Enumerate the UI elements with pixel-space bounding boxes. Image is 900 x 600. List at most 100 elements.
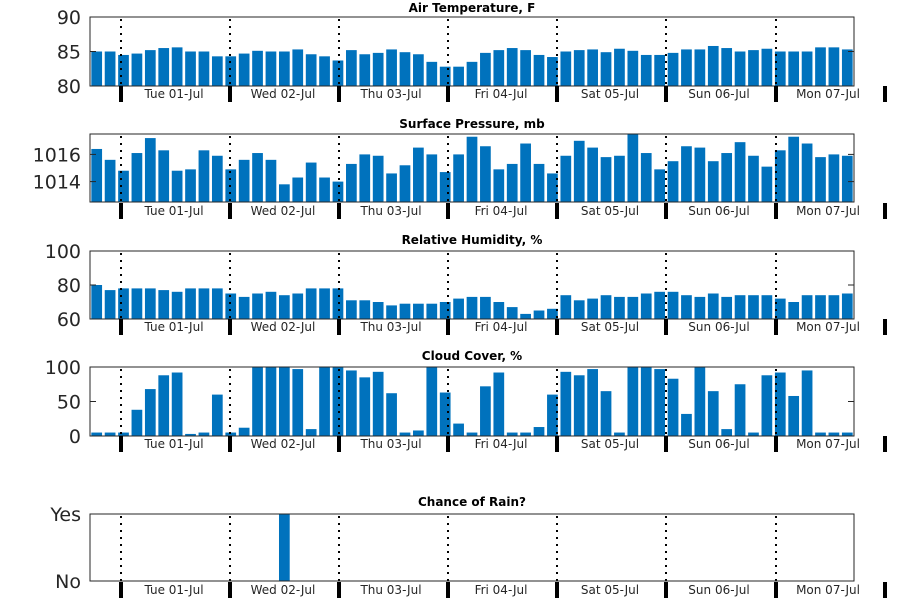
bar [426, 154, 438, 202]
bar [439, 302, 451, 319]
y-tick-label: No [55, 571, 81, 593]
bar [332, 181, 344, 202]
bar [506, 48, 518, 86]
bar [748, 155, 759, 202]
bar [748, 50, 759, 86]
x-tick-label: Thu 03-Jul [359, 437, 421, 451]
bar [600, 157, 612, 202]
chart-panel-2: 1014 1016 Tue 01-Jul Wed 02-Jul Thu 03-Jul Fr… [33, 117, 887, 219]
bar [211, 394, 223, 436]
bar [707, 391, 719, 436]
bar [305, 429, 317, 436]
bar [171, 170, 183, 202]
bar [359, 154, 371, 202]
x-tick-label: Wed 02-Jul [251, 87, 316, 101]
bar [171, 291, 183, 319]
bar [841, 432, 853, 436]
bar [748, 432, 759, 436]
bar [278, 295, 290, 319]
bar [131, 288, 143, 319]
y-tick-label: 90 [57, 7, 81, 29]
bar [734, 295, 746, 319]
bar [788, 395, 800, 436]
bar [627, 134, 639, 202]
x-tick-label: Tue 01-Jul [143, 87, 203, 101]
bar [828, 154, 840, 202]
bar [332, 60, 344, 86]
chart-panel-1: 80 85 90 Tue 01-Jul Wed 02-Jul Thu 03-Jul Fri … [57, 1, 887, 102]
x-tick-label: Mon 07-Jul [796, 583, 860, 597]
bar [359, 377, 371, 436]
bar [278, 367, 290, 436]
x-tick-label: Sat 05-Jul [581, 583, 639, 597]
y-tick-label: 60 [57, 309, 81, 331]
bar [627, 367, 639, 436]
bar [118, 54, 129, 86]
bar [707, 293, 719, 319]
y-tick-label: 100 [45, 241, 81, 263]
bar [506, 163, 518, 202]
bar [91, 148, 103, 202]
bar [734, 51, 746, 86]
x-tick-label: Mon 07-Jul [796, 204, 860, 218]
bar [158, 48, 170, 86]
bar [587, 49, 598, 86]
bar [667, 161, 679, 202]
bar [104, 432, 116, 436]
bar [828, 47, 840, 86]
bar [640, 153, 652, 202]
bar [506, 307, 518, 319]
bar [439, 172, 451, 202]
bar [640, 293, 652, 319]
bar [278, 184, 290, 202]
bar [158, 290, 170, 319]
bar [681, 146, 692, 202]
bar [144, 288, 156, 319]
x-tick-label: Sat 05-Jul [581, 87, 639, 101]
bar [694, 367, 706, 436]
bar [413, 54, 424, 86]
bar [439, 392, 451, 436]
bar [346, 300, 357, 319]
bar [600, 295, 612, 319]
bar [292, 49, 304, 86]
bar [211, 56, 223, 86]
bar [801, 51, 813, 86]
x-tick-label: Thu 03-Jul [359, 583, 421, 597]
bar [238, 296, 250, 319]
bar [185, 169, 196, 202]
chart-title: Surface Pressure, mb [399, 117, 545, 131]
bar [265, 51, 277, 86]
bar [305, 54, 317, 86]
bar [453, 154, 464, 202]
bar [346, 50, 357, 86]
bar [252, 367, 263, 436]
x-tick-label: Sat 05-Jul [581, 320, 639, 334]
bar [614, 432, 625, 436]
bar [426, 61, 438, 86]
bar [654, 369, 666, 436]
bar [748, 295, 759, 319]
bar [198, 432, 210, 436]
bar [828, 295, 840, 319]
bar [225, 432, 237, 436]
chart-title: Air Temperature, F [409, 1, 536, 15]
bar [238, 427, 250, 436]
bar [118, 170, 129, 202]
bar [225, 56, 237, 86]
x-tick-label: Wed 02-Jul [251, 320, 316, 334]
x-tick-label: Wed 02-Jul [251, 583, 316, 597]
x-tick-label: Sun 06-Jul [688, 437, 749, 451]
y-tick-label: 80 [57, 275, 81, 297]
bar [372, 155, 384, 202]
bar [453, 66, 464, 86]
bar [547, 57, 558, 86]
bar [265, 291, 277, 319]
y-tick-label: 1016 [33, 144, 81, 166]
bar [761, 375, 773, 436]
bar [372, 302, 384, 319]
bar [841, 293, 853, 319]
bar [413, 303, 424, 319]
bar [788, 302, 800, 319]
